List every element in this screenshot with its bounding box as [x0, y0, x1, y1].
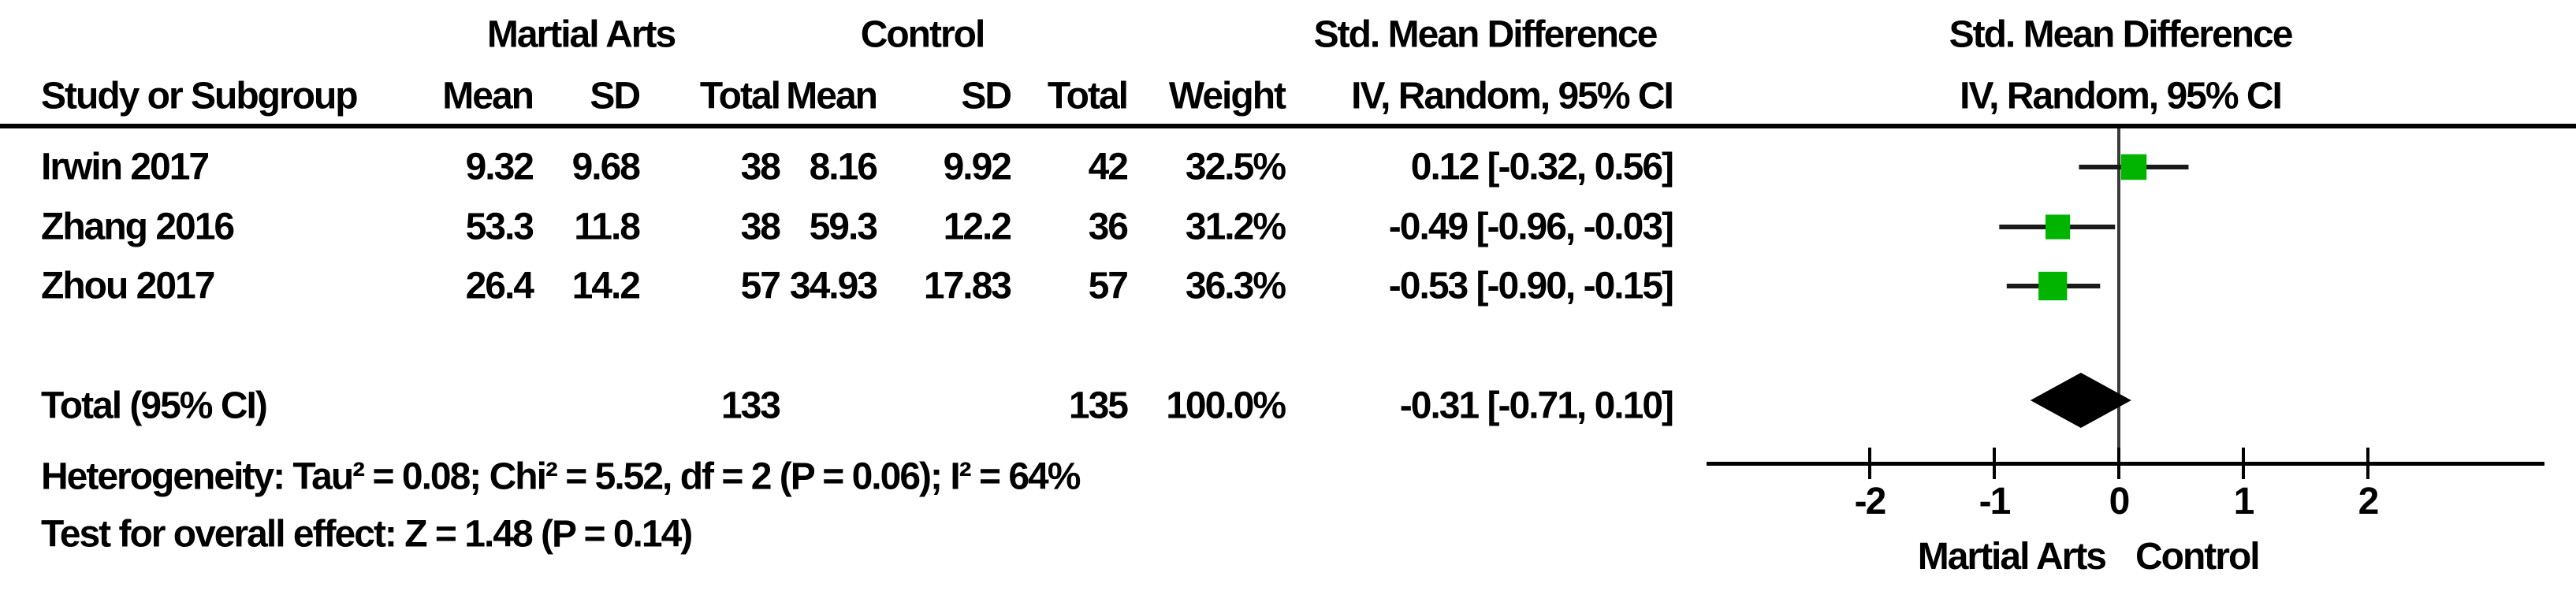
col-header-ma-mean: Mean [442, 75, 534, 117]
study-weight: 32.5% [1185, 146, 1286, 188]
study-ma-mean: 26.4 [465, 265, 534, 307]
study-ctrl-total: 57 [1088, 265, 1129, 307]
effect-square [2120, 154, 2147, 180]
effect-square [2045, 214, 2071, 240]
study-ctrl-sd: 9.92 [943, 146, 1012, 188]
study-ma-total: 38 [740, 146, 781, 188]
axis-tick [2242, 448, 2245, 479]
study-ctrl-mean: 59.3 [809, 206, 878, 248]
study-ctrl-total: 36 [1088, 206, 1129, 248]
study-ma-total: 57 [740, 265, 781, 307]
total-ma-n: 133 [720, 385, 781, 427]
favours-right-label: Control [2135, 536, 2259, 578]
study-name: Zhang 2016 [41, 206, 235, 248]
axis-tick-label: -1 [1979, 481, 2011, 522]
study-ctrl-mean: 8.16 [809, 146, 878, 188]
table-header-method: IV, Random, 95% CI [1351, 75, 1674, 117]
axis-tick-label: 1 [2234, 481, 2254, 522]
study-ma-mean: 9.32 [465, 146, 534, 188]
table-header-smd: Std. Mean Difference [1313, 13, 1658, 56]
total-ci-text: -0.31 [-0.71, 0.10] [1399, 385, 1674, 427]
axis-tick-label: 2 [2358, 481, 2378, 522]
effect-square [2038, 271, 2068, 301]
favours-left-label: Martial Arts [1918, 536, 2106, 578]
axis-tick [2117, 448, 2120, 479]
study-ctrl-sd: 17.83 [923, 265, 1012, 307]
group-header-martial-arts: Martial Arts [486, 13, 676, 56]
header-rule [0, 124, 2576, 128]
study-ma-sd: 14.2 [571, 265, 641, 307]
plot-header-method: IV, Random, 95% CI [1960, 75, 2283, 117]
group-header-control: Control [860, 13, 986, 56]
study-name: Zhou 2017 [41, 265, 215, 307]
study-weight: 31.2% [1185, 206, 1286, 248]
study-ci-text: -0.53 [-0.90, -0.15] [1388, 265, 1674, 307]
total-ctrl-n: 135 [1068, 385, 1129, 427]
axis-tick [2366, 448, 2369, 479]
study-ci-text: -0.49 [-0.96, -0.03] [1388, 206, 1674, 248]
zero-line [2117, 128, 2120, 463]
x-axis-line [1707, 462, 2544, 466]
study-weight: 36.3% [1185, 265, 1286, 307]
study-ctrl-mean: 34.93 [789, 265, 878, 307]
heterogeneity-text: Heterogeneity: Tau² = 0.08; Chi² = 5.52,… [41, 455, 1081, 498]
axis-tick-label: -2 [1855, 481, 1885, 522]
col-header-ctrl-mean: Mean [786, 75, 878, 117]
study-ci-text: 0.12 [-0.32, 0.56] [1410, 146, 1674, 188]
study-ma-sd: 11.8 [574, 206, 641, 248]
study-ctrl-sd: 12.2 [943, 206, 1012, 248]
plot-header-smd: Std. Mean Difference [1949, 13, 2294, 56]
axis-tick [1868, 448, 1871, 479]
col-header-study: Study or Subgroup [41, 75, 359, 117]
study-name: Irwin 2017 [41, 146, 210, 188]
col-header-ctrl-sd: SD [961, 75, 1012, 117]
col-header-weight: Weight [1168, 75, 1286, 117]
study-ctrl-total: 42 [1088, 146, 1129, 188]
pooled-diamond [2030, 373, 2131, 428]
col-header-ctrl-total: Total [1047, 75, 1129, 117]
col-header-ma-total: Total [699, 75, 781, 117]
axis-tick-label: 0 [2109, 481, 2129, 522]
total-weight: 100.0% [1166, 385, 1286, 427]
total-row-label: Total (95% CI) [41, 385, 268, 427]
study-ma-total: 38 [740, 206, 781, 248]
col-header-ma-sd: SD [590, 75, 641, 117]
study-ma-mean: 53.3 [465, 206, 534, 248]
overall-effect-text: Test for overall effect: Z = 1.48 (P = 0… [41, 513, 693, 556]
study-ma-sd: 9.68 [571, 146, 641, 188]
axis-tick [1993, 448, 1996, 479]
